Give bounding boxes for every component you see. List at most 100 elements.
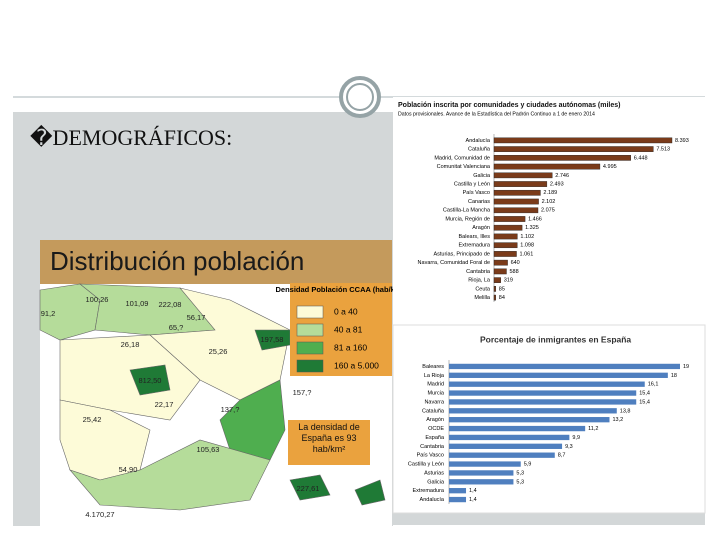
- bar: [449, 496, 467, 503]
- value-label: 1.098: [520, 243, 534, 249]
- bar: [449, 443, 563, 449]
- bar: [493, 268, 507, 275]
- category-label: Murcia, Región de: [445, 216, 490, 222]
- category-label: Asturias: [424, 470, 444, 476]
- region: [69, 439, 271, 511]
- bar: [449, 470, 514, 476]
- value-label: 2.189: [543, 190, 557, 196]
- bar: [449, 381, 645, 387]
- bar: [493, 163, 601, 170]
- legend-swatch: [296, 341, 324, 355]
- region: [289, 474, 331, 501]
- legend-label: 81 a 160: [334, 342, 367, 352]
- legend-swatch: [296, 323, 324, 337]
- chart-title: Población inscrita por comunidades y ciu…: [398, 102, 621, 109]
- category-label: Ceuta: [475, 286, 491, 292]
- bar: [493, 207, 539, 214]
- category-label: Asturias, Principado de: [433, 251, 490, 257]
- value-label: 9,3: [565, 444, 573, 450]
- bar: [493, 233, 518, 240]
- bar: [449, 399, 637, 405]
- value-label: 319: [504, 278, 513, 284]
- bar: [449, 372, 668, 378]
- legend-label: 0 a 40: [334, 306, 358, 316]
- map-label: 137,?: [221, 405, 240, 414]
- value-label: 84: [499, 295, 505, 301]
- legend-swatch: [296, 305, 324, 319]
- bar: [493, 251, 517, 257]
- bar: [493, 286, 497, 292]
- chart-subtitle: Datos provisionales. Avance de la Estadí…: [398, 111, 595, 117]
- category-label: Andalucía: [466, 138, 491, 144]
- value-label: 5,3: [516, 479, 524, 485]
- region: [129, 364, 171, 396]
- bar: [493, 172, 553, 179]
- value-label: 1,4: [469, 497, 477, 503]
- map-label: 25,26: [209, 347, 228, 356]
- legend-swatch: [296, 359, 324, 373]
- bar: [493, 259, 508, 266]
- category-label: España: [425, 435, 445, 441]
- bar: [449, 425, 586, 432]
- legend-label: 40 a 81: [334, 324, 363, 334]
- category-label: País Vasco: [463, 190, 490, 196]
- category-label: Galicia: [473, 173, 491, 179]
- value-label: 11,2: [588, 426, 598, 432]
- map-title: Distribución población: [50, 246, 304, 276]
- category-label: Madrid: [427, 382, 444, 388]
- bar: [449, 434, 570, 441]
- category-label: Castilla y León: [454, 182, 490, 188]
- map-label: 101,09: [126, 299, 149, 308]
- value-label: 4.995: [603, 164, 617, 170]
- map-label: 100,26: [86, 295, 109, 304]
- value-label: 7.513: [656, 147, 670, 153]
- category-label: Extremadura: [459, 243, 491, 249]
- category-label: País Vasco: [417, 453, 444, 459]
- bar: [449, 488, 467, 494]
- density-note: La densidad de España es 93 hab/km²: [298, 422, 360, 454]
- bar: [493, 242, 518, 249]
- map-label: 25,42: [83, 415, 102, 424]
- category-label: Navarra, Comunidad Foral de: [418, 260, 490, 266]
- bar: [493, 155, 631, 161]
- bar: [449, 479, 514, 485]
- category-label: Aragón: [426, 417, 444, 423]
- bar: [449, 452, 555, 458]
- map-header: [40, 240, 392, 284]
- legend-label: 160 a 5.000: [334, 360, 379, 370]
- category-label: Madrid, Comunidad de: [434, 155, 490, 161]
- map-label: 105,63: [197, 445, 220, 454]
- value-label: 1.102: [520, 234, 534, 240]
- value-label: 1.325: [525, 225, 539, 231]
- bar: [493, 198, 539, 205]
- category-label: Cataluña: [468, 147, 491, 153]
- value-label: 6.448: [634, 155, 648, 161]
- category-label: Castilla y León: [408, 462, 444, 468]
- bar: [449, 408, 617, 414]
- map-label: 26,18: [121, 340, 140, 349]
- value-label: 5,9: [524, 462, 532, 468]
- category-label: Melilla: [474, 295, 491, 301]
- category-label: Cantabria: [466, 269, 491, 275]
- value-label: 15,4: [639, 391, 650, 397]
- value-label: 9,9: [572, 435, 580, 441]
- map-label: 65,?: [169, 323, 184, 332]
- value-label: 1.061: [520, 251, 534, 257]
- bar: [449, 390, 637, 396]
- value-label: 19: [683, 364, 689, 370]
- value-label: 5,3: [516, 470, 524, 476]
- value-label: 15,4: [639, 399, 650, 405]
- value-label: 2.102: [542, 199, 556, 205]
- value-label: 13,8: [620, 408, 631, 414]
- category-label: Cataluña: [422, 408, 445, 414]
- slide-title: �DEMOGRÁFICOS:: [30, 124, 232, 150]
- bar: [493, 224, 523, 231]
- value-label: 1.466: [528, 216, 542, 222]
- map-label: 22,17: [155, 400, 174, 409]
- value-label: 8.393: [675, 138, 689, 144]
- category-label: La Rioja: [424, 373, 445, 379]
- map-label: 56,17: [187, 313, 206, 322]
- value-label: 588: [509, 269, 518, 275]
- bar: [449, 417, 610, 423]
- value-label: 640: [511, 260, 520, 266]
